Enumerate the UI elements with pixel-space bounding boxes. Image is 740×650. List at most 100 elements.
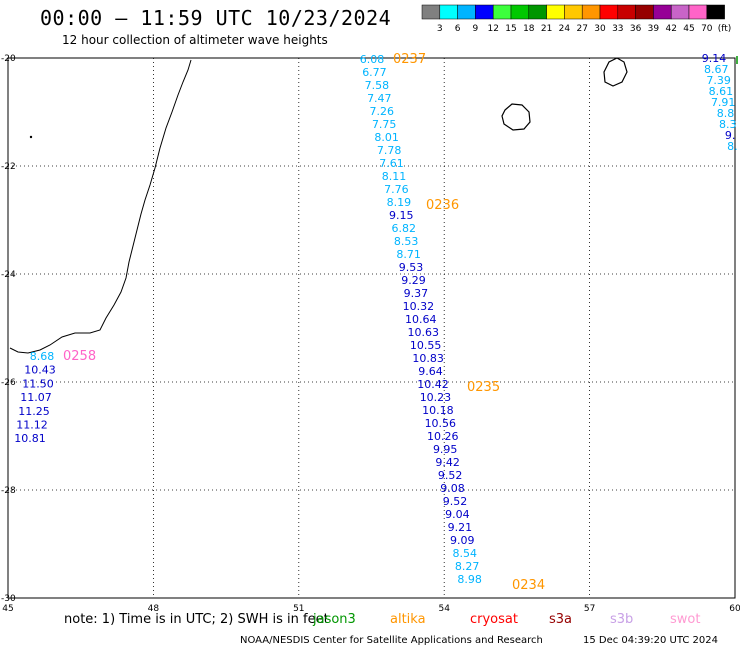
lon-tick-label: 51 — [293, 604, 304, 614]
wave-height-label: 9. — [725, 129, 736, 142]
satellite-legend-s3a: s3a — [549, 612, 573, 627]
wave-height-label: 8.61 — [709, 85, 734, 98]
lon-tick-label: 48 — [148, 604, 160, 614]
wave-height-label: 8.01 — [374, 131, 399, 144]
wave-height-label: 10.32 — [403, 300, 435, 313]
lon-tick-label: 60 — [729, 604, 740, 614]
lat-tick-label: -26 — [1, 378, 16, 388]
wave-height-label: 9.29 — [401, 274, 426, 287]
altimeter-tracks: 6.086.777.587.477.267.758.017.787.618.11… — [14, 52, 737, 593]
wave-height-label: 10.83 — [412, 352, 444, 365]
wave-height-label: 9.08 — [440, 482, 465, 495]
scale-swatch — [564, 4, 583, 20]
scale-swatch — [546, 4, 565, 20]
wave-height-label: 10.64 — [405, 313, 437, 326]
scale-label: 12 — [487, 24, 498, 34]
wave-height-label: 7.58 — [365, 79, 390, 92]
scale-unit: (ft) — [718, 24, 732, 34]
scale-label: 18 — [523, 24, 535, 34]
grid-lines — [7, 57, 736, 599]
wave-height-label: 6.77 — [362, 66, 387, 79]
scale-swatch — [492, 4, 512, 20]
wave-height-label: 7.78 — [377, 144, 402, 157]
wave-height-label: 8.19 — [387, 196, 412, 209]
wave-height-label: 9.53 — [399, 261, 424, 274]
madagascar-coast — [9, 59, 192, 354]
satellite-legend-swot: swot — [670, 612, 701, 627]
lon-tick-label: 57 — [584, 604, 595, 614]
scale-label: 42 — [665, 24, 676, 34]
scale-swatch — [706, 4, 725, 20]
scale-swatch — [439, 4, 458, 20]
wave-height-label: 8.68 — [30, 350, 55, 363]
scale-label: 24 — [559, 24, 571, 34]
page-title: 00:00 – 11:59 UTC 10/23/2024 — [40, 6, 392, 30]
scale-swatch — [635, 4, 654, 20]
wave-height-label: 8.98 — [457, 573, 482, 586]
pass-time-label: 0234 — [512, 578, 545, 593]
wave-height-label: 11.07 — [20, 391, 52, 404]
wave-height-label: 9.21 — [448, 521, 473, 534]
wave-height-label: 9.42 — [435, 456, 460, 469]
wave-height-label: 11.50 — [22, 377, 54, 390]
islet — [29, 135, 33, 139]
wave-height-label: 8.11 — [382, 170, 407, 183]
lat-tick-label: -28 — [1, 486, 16, 496]
scale-label: 39 — [648, 24, 660, 34]
wave-height-label: 8.27 — [455, 560, 480, 573]
pass-time-label: 0258 — [63, 349, 96, 364]
wave-height-label: 9.52 — [443, 495, 468, 508]
scale-swatch — [653, 4, 672, 20]
map-frame — [7, 57, 736, 599]
wave-height-label: 9.15 — [389, 209, 414, 222]
lat-tick-label: -24 — [1, 270, 16, 280]
coastlines — [9, 56, 738, 354]
scale-label: 3 — [437, 24, 443, 34]
lon-tick-label: 45 — [2, 604, 13, 614]
lat-tick-label: -22 — [1, 162, 16, 172]
wave-height-label: 8.71 — [396, 248, 421, 261]
pass-time-label: 0235 — [467, 380, 500, 395]
wave-height-label: 7.61 — [379, 157, 404, 170]
credit-line: NOAA/NESDIS Center for Satellite Applica… — [240, 635, 543, 646]
wave-height-label: 9.52 — [438, 469, 463, 482]
wave-height-label: 6.82 — [391, 222, 416, 235]
wave-height-label: 8.67 — [704, 63, 729, 76]
scale-swatch — [617, 4, 636, 20]
wave-height-label: 9.64 — [418, 365, 443, 378]
scale-label: 33 — [612, 24, 623, 34]
wave-height-label: 10.55 — [410, 339, 442, 352]
scale-swatch — [688, 4, 708, 20]
wave-height-label: 7.91 — [711, 96, 736, 109]
wave-height-label: 10.23 — [420, 391, 452, 404]
wave-height-label: 10.63 — [407, 326, 439, 339]
pass-time-label: 0237 — [393, 52, 426, 67]
lon-tick-label: 54 — [438, 604, 450, 614]
scale-swatch — [599, 4, 619, 20]
satellite-legend-altika: altika — [390, 612, 426, 627]
pass-time-label: 0236 — [426, 198, 459, 213]
wave-height-label: 11.25 — [18, 405, 50, 418]
scale-swatch — [528, 4, 547, 20]
scale-label: 30 — [594, 24, 606, 34]
color-scale: 3 6 9 12 15 18 21 24 27 30 33 36 39 42 45 70 (ft) — [421, 4, 732, 34]
wave-height-label: 10.81 — [14, 432, 46, 445]
wave-height-label: 9.14 — [702, 52, 727, 65]
scale-label: 70 — [701, 24, 713, 34]
wave-height-label: 10.42 — [417, 378, 449, 391]
wave-height-label: 6.08 — [360, 53, 385, 66]
scale-label: 45 — [683, 24, 694, 34]
wave-height-label: 8. — [727, 140, 738, 153]
wave-height-label: 7.75 — [372, 118, 397, 131]
scale-swatch — [670, 4, 690, 20]
scale-swatch — [421, 4, 441, 20]
lat-tick-label: -20 — [1, 54, 16, 64]
scale-swatch — [581, 4, 601, 20]
scale-label: 15 — [505, 24, 516, 34]
lat-tick-label: -30 — [1, 594, 16, 604]
wave-height-label: 10.26 — [427, 430, 459, 443]
satellite-legend-cryosat: cryosat — [470, 612, 518, 627]
wave-height-label: 9.95 — [433, 443, 458, 456]
